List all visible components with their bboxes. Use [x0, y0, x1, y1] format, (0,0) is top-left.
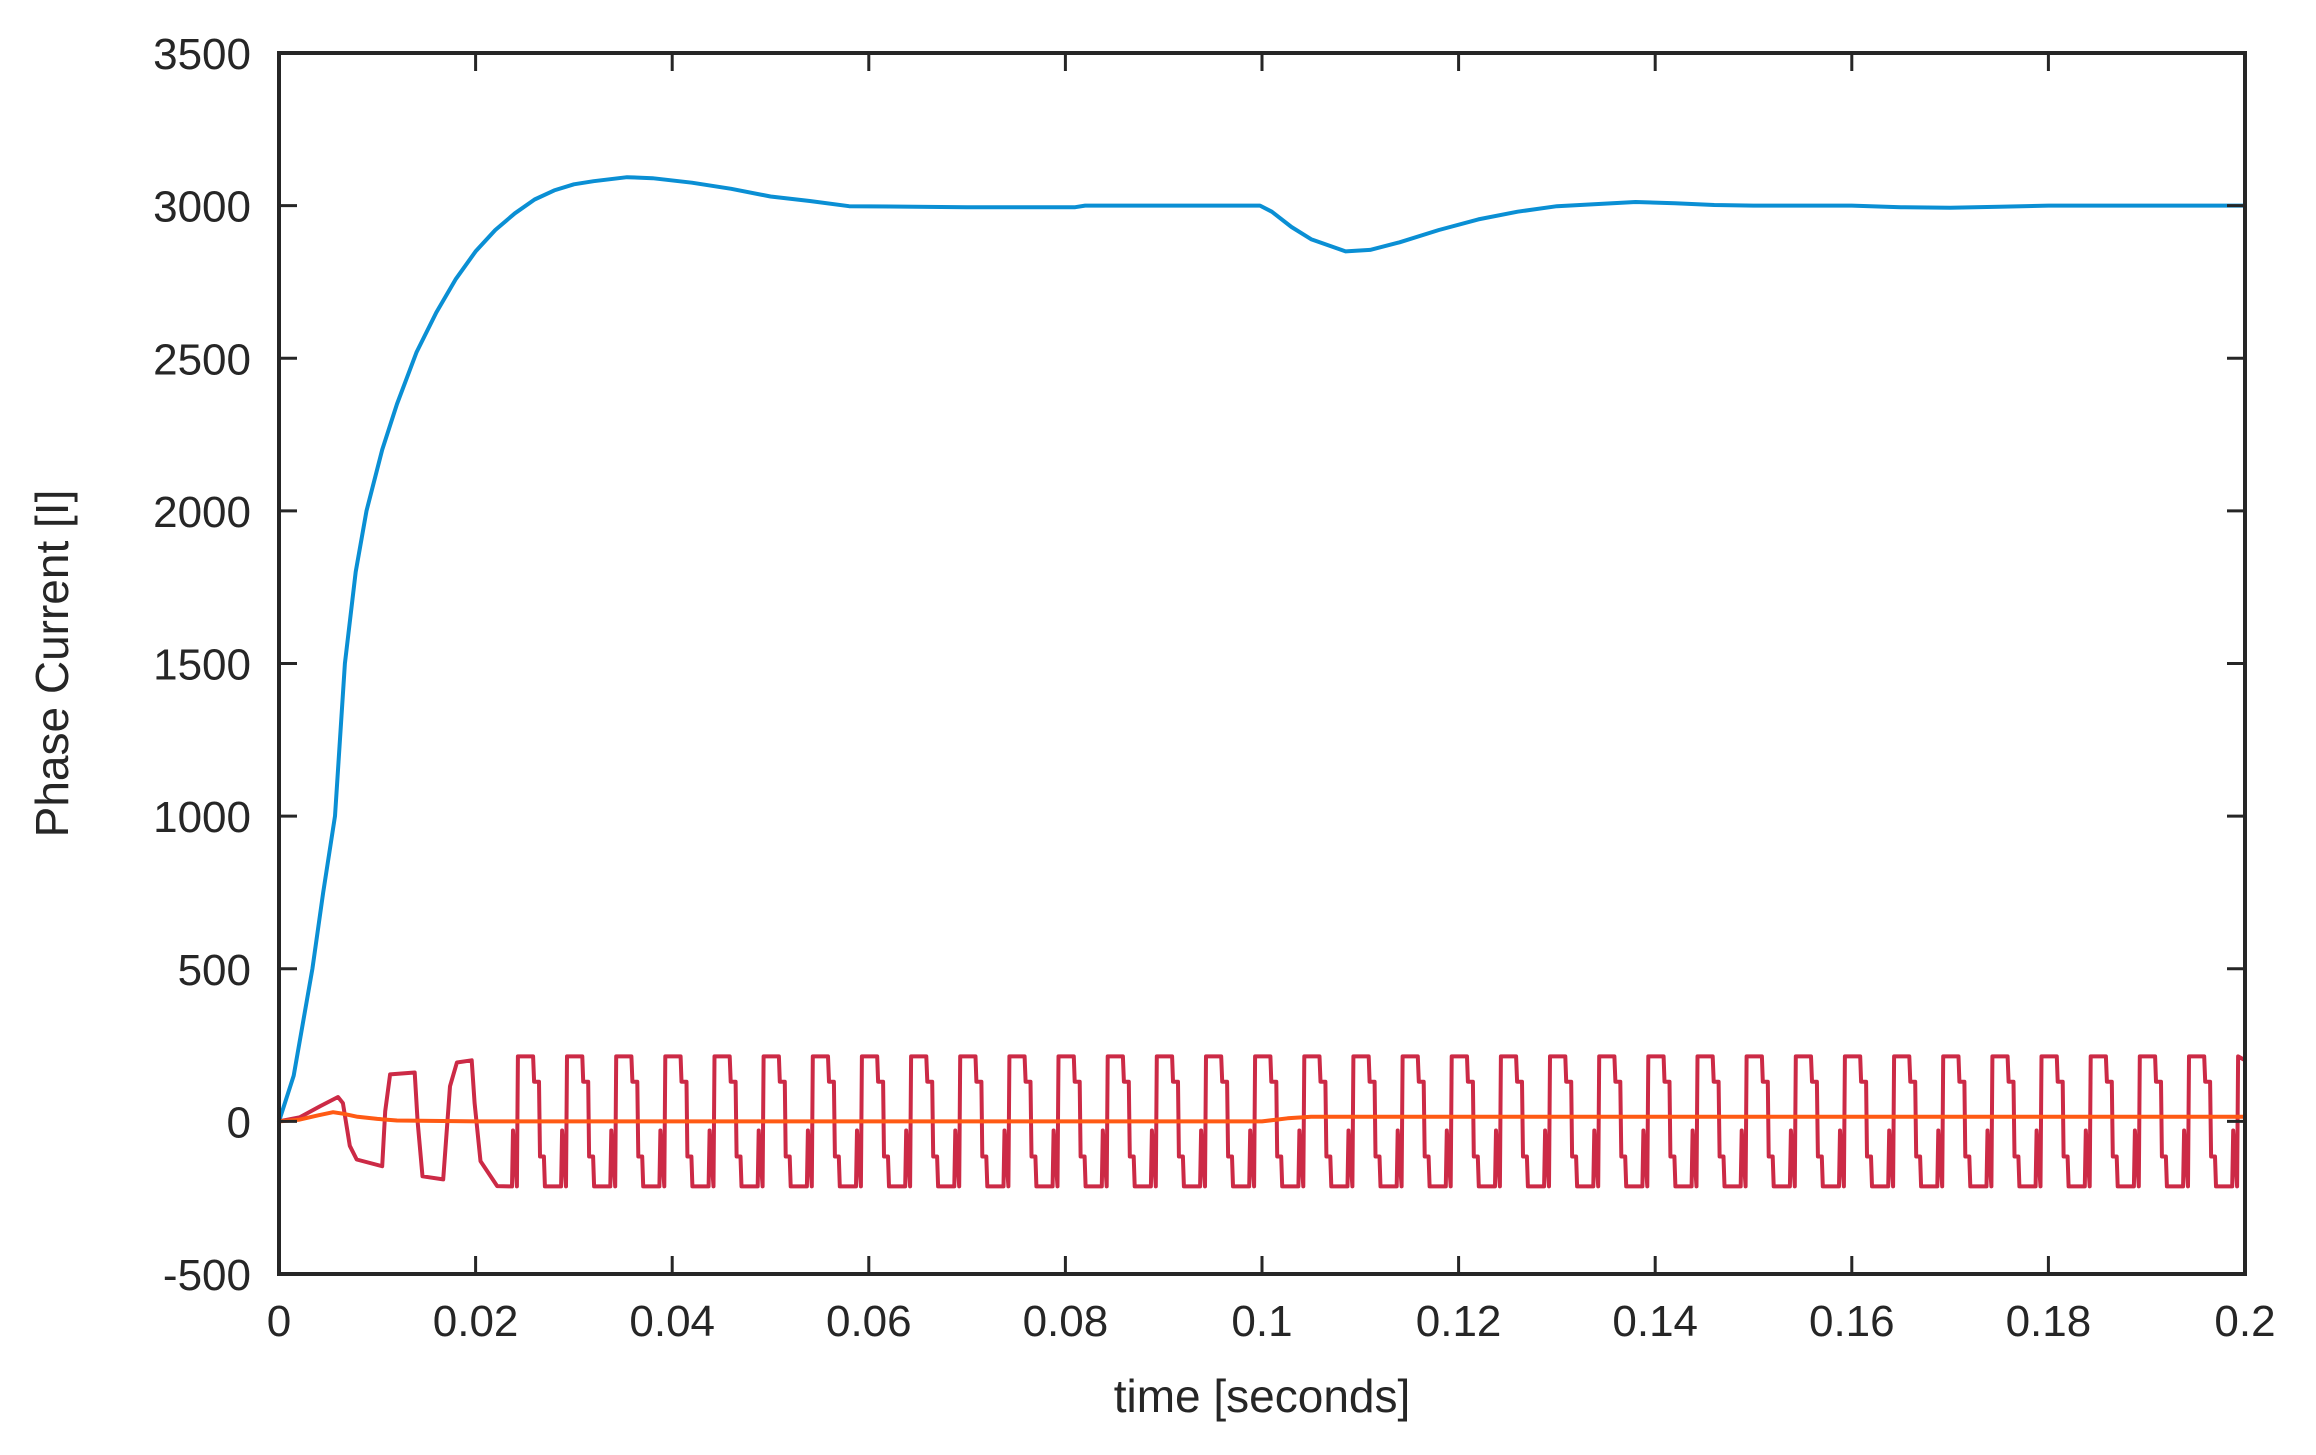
y-tick-label: 3000 [153, 183, 251, 232]
plot-series [277, 175, 2247, 1189]
blue-trace [277, 175, 2247, 1124]
x-tick-label: 0.08 [1023, 1297, 1109, 1346]
y-tick-label: 1500 [153, 641, 251, 690]
x-tick-label: 0.06 [826, 1297, 912, 1346]
y-axis-label: Phase Current [I] [26, 490, 78, 838]
y-tick-label: 2000 [153, 488, 251, 537]
y-tick-label: 2500 [153, 335, 251, 384]
y-tick-label: 1000 [153, 793, 251, 842]
y-tick-label: -500 [163, 1251, 251, 1300]
x-tick-label: 0.14 [1612, 1297, 1698, 1346]
x-tick-label: 0.2 [2214, 1297, 2275, 1346]
x-axis-ticks: 0 0.02 0.04 0.06 0.08 0.1 0.12 0.14 0.16 0.18 0.2 [267, 53, 2276, 1346]
x-tick-label: 0 [267, 1297, 291, 1346]
x-tick-label: 0.02 [433, 1297, 519, 1346]
y-axis-ticks: -500 0 500 1000 1500 2000 2500 3000 3500 [153, 30, 2245, 1300]
x-tick-label: 0.12 [1416, 1297, 1502, 1346]
x-tick-label: 0.16 [1809, 1297, 1895, 1346]
x-tick-label: 0.18 [2006, 1297, 2092, 1346]
x-tick-label: 0.04 [629, 1297, 715, 1346]
x-axis-label: time [seconds] [1114, 1370, 1411, 1422]
orange-trace [277, 1110, 2247, 1124]
y-tick-label: 500 [178, 946, 251, 995]
red-trace [277, 1054, 2247, 1189]
y-tick-label: 3500 [153, 30, 251, 79]
x-tick-label: 0.1 [1231, 1297, 1292, 1346]
y-tick-label: 0 [227, 1098, 251, 1147]
